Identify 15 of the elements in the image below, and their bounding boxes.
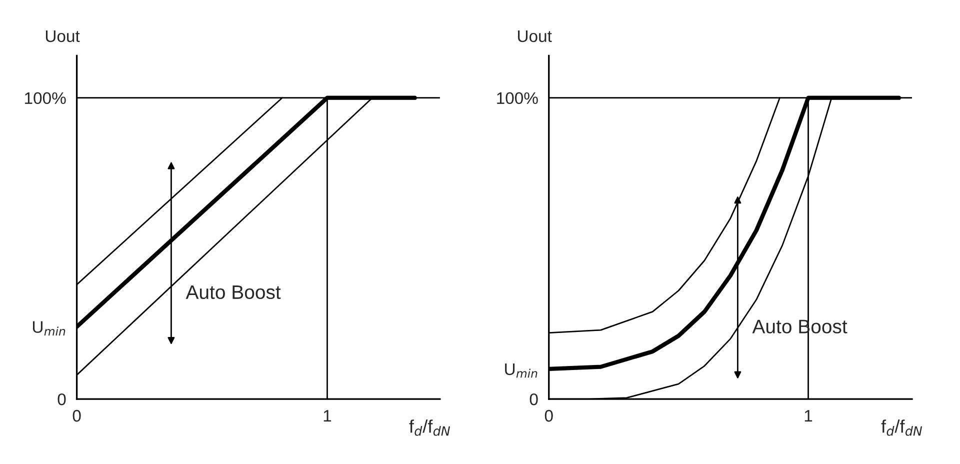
y-axis-title: Uout	[518, 30, 552, 42]
x-tick-label: 1	[324, 410, 332, 422]
x-tick-label: 0	[72, 410, 81, 422]
x-axis-title: f$_{d}$/f$_{dN}$	[409, 420, 450, 436]
y-axis-title: Uout	[46, 30, 80, 42]
x-tick-label: 0	[544, 410, 553, 422]
y-tick-label: U$_{min}$	[33, 321, 66, 336]
y-tick-label: 0	[530, 393, 538, 406]
y-tick-label: 100%	[25, 92, 66, 104]
y-tick-label: U$_{min}$	[505, 363, 538, 378]
y-tick-label: 0	[58, 393, 66, 406]
x-axis-title: f$_{d}$/f$_{dN}$	[881, 420, 922, 436]
x-tick-label: 1	[804, 410, 812, 422]
annotation: Auto Boost	[186, 285, 281, 300]
y-tick-label: 100%	[497, 92, 538, 104]
